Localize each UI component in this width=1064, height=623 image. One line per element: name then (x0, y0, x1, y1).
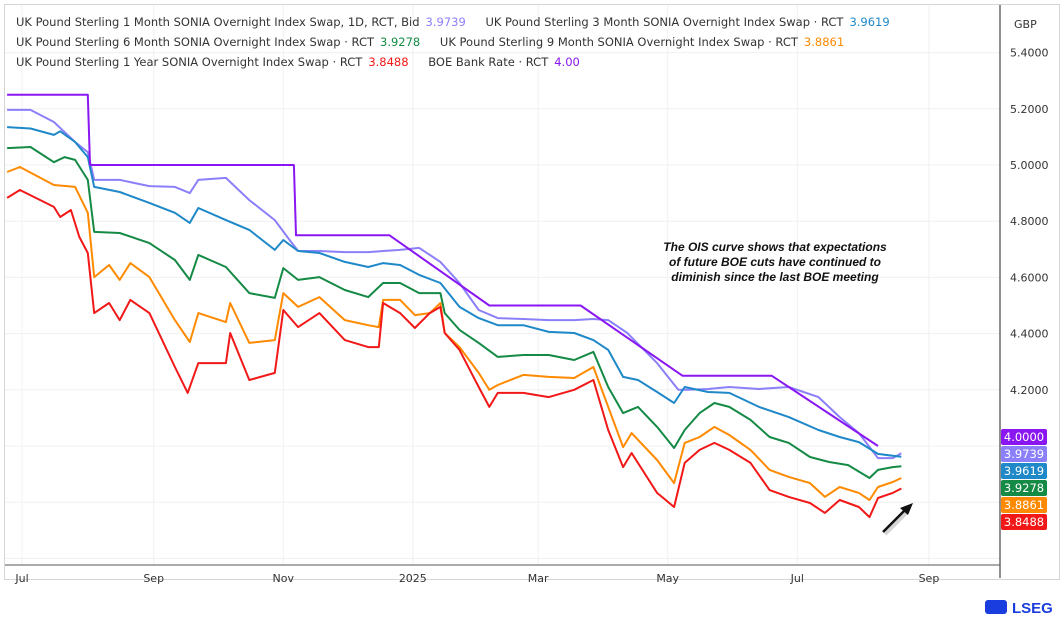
last-value-badge-boe: 4.0000 (1001, 429, 1047, 445)
annotation-line: The OIS curve shows that expectations (663, 240, 887, 254)
legend-value-6m: 3.9278 (380, 35, 421, 49)
y-tick-label: 4.6000 (1010, 271, 1049, 284)
series-line-3m (7, 126, 902, 458)
legend-name-3m: UK Pound Sterling 3 Month SONIA Overnigh… (485, 15, 844, 29)
last-value-badge-6m: 3.9278 (1001, 480, 1047, 496)
annotation-line: diminish since the last BOE meeting (671, 270, 879, 284)
legend-name-boe: BOE Bank Rate · RCT (428, 55, 549, 69)
x-tick-label: 2025 (399, 572, 427, 585)
series-line-boe-rate (7, 93, 879, 447)
legend-value-9m: 3.8861 (803, 35, 845, 49)
x-tick-label: Sep (143, 572, 164, 585)
logo-text: LSEG (1012, 600, 1053, 617)
x-tick-label: May (656, 572, 679, 585)
legend-value-3m: 3.9619 (849, 15, 890, 29)
x-tick-label: Mar (528, 572, 549, 585)
y-tick-label: 4.4000 (1010, 328, 1049, 341)
last-value-badge-1y: 3.8488 (1001, 514, 1047, 530)
series-line-6m (7, 146, 902, 479)
currency-label: GBP (1014, 18, 1037, 31)
lseg-logo: LSEG (985, 600, 1053, 617)
y-tick-label: 5.0000 (1010, 159, 1049, 172)
legend-name-1y: UK Pound Sterling 1 Year SONIA Overnight… (16, 55, 363, 69)
legend-value-1m: 3.9739 (425, 15, 466, 29)
series-line-1y (6, 189, 902, 519)
chart-frame (4, 4, 1060, 580)
x-tick-label: Jul (790, 572, 804, 585)
lseg-logo-icon (985, 600, 1007, 614)
series-lines (6, 93, 902, 519)
annotation-line: of future BOE cuts have continued to (668, 255, 881, 269)
legend-name-6m: UK Pound Sterling 6 Month SONIA Overnigh… (16, 35, 374, 49)
axes: 5.4000 5.2000 5.0000 4.8000 4.6000 4.4000 4.20… (5, 5, 1049, 585)
y-tick-label: 5.4000 (1010, 47, 1049, 60)
y-tick-label: 4.2000 (1010, 384, 1049, 397)
last-value-badge-1m: 3.9739 (1001, 446, 1047, 462)
last-value-badge-3m: 3.9619 (1001, 463, 1047, 479)
annotation-text: The OIS curve shows that expectations of… (640, 240, 910, 285)
x-tick-label: Nov (273, 572, 295, 585)
y-tick-label: 5.2000 (1010, 103, 1049, 116)
legend-value-boe: 4.00 (554, 55, 580, 69)
y-tick-label: 4.8000 (1010, 215, 1049, 228)
series-line-1m (7, 108, 902, 460)
last-value-badge-9m: 3.8861 (1001, 497, 1047, 513)
legend: UK Pound Sterling 1 Month SONIA Overnigh… (16, 12, 896, 72)
legend-name-9m: UK Pound Sterling 9 Month SONIA Overnigh… (439, 35, 798, 49)
grid (5, 5, 1000, 565)
arrow-annotation-icon (882, 503, 913, 536)
x-tick-label: Sep (919, 572, 940, 585)
x-tick-label: Jul (14, 572, 28, 585)
legend-value-1y: 3.8488 (368, 55, 409, 69)
legend-name-1m: UK Pound Sterling 1 Month SONIA Overnigh… (16, 15, 420, 29)
